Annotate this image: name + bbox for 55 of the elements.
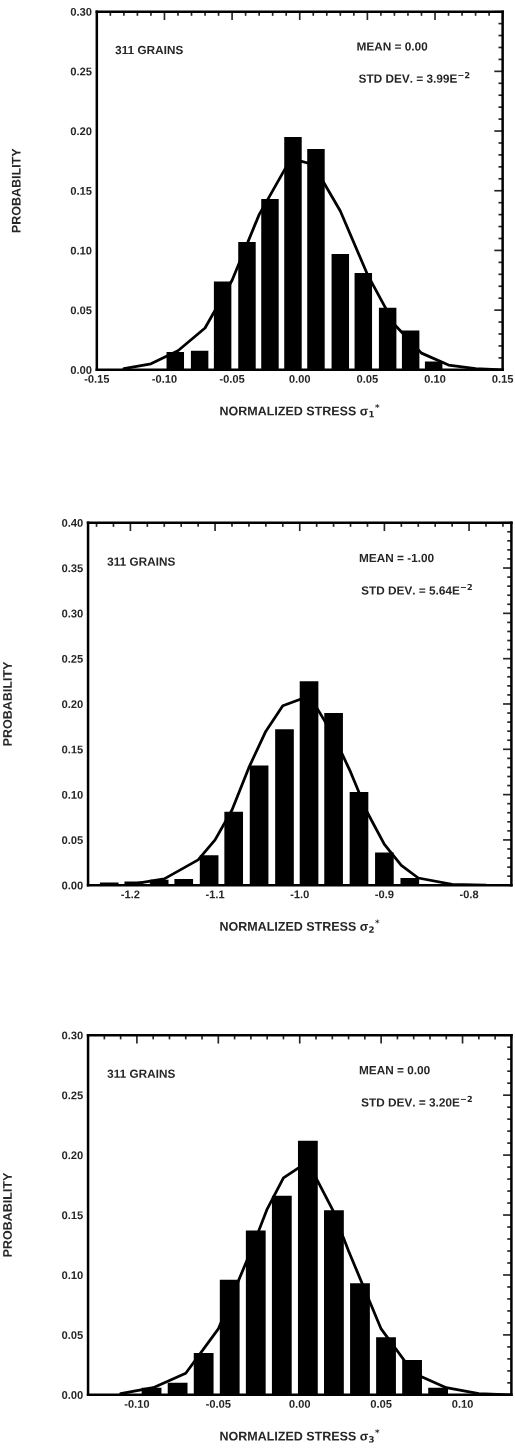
annotation: STD DEV. = 5.64E$^{−2}$: [361, 583, 472, 595]
y-tick-label: 0.00: [70, 366, 92, 374]
y-tick-label: 0.15: [70, 187, 92, 195]
y-axis-title: PROBABILITY: [3, 661, 12, 746]
x-tick-label: -0.10: [124, 1400, 150, 1408]
x-tick-label: 0.05: [356, 374, 378, 383]
x-axis-title: NORMALIZED STRESS σ$_{1}$$^{*}$: [220, 404, 380, 418]
x-tick-label: 0.15: [492, 374, 514, 383]
y-tick-label: 0.05: [62, 836, 83, 845]
y-tick-label: 0.05: [70, 306, 92, 315]
y-tick-label: 0.25: [70, 67, 92, 76]
x-tick-label: 0.10: [424, 374, 446, 383]
y-tick-label: 0.00: [62, 881, 83, 890]
y-tick-label: 0.20: [70, 127, 92, 136]
y-tick-label: 0.05: [62, 1331, 83, 1340]
x-axis-title: NORMALIZED STRESS σ$_{2}$$^{*}$: [220, 919, 380, 933]
y-tick-label: 0.30: [62, 1031, 83, 1040]
y-tick-label: 0.20: [62, 1151, 83, 1160]
y-tick-label: 0.25: [62, 654, 83, 663]
y-tick-label: 0.20: [62, 700, 83, 709]
x-tick-label: -1.0: [290, 890, 309, 899]
y-tick-label: 0.15: [62, 1211, 83, 1220]
y-tick-label: 0.30: [70, 7, 92, 16]
annotation: 311 GRAINS: [107, 557, 175, 566]
y-tick-label: 0.10: [62, 1271, 83, 1280]
x-tick-label: 0.10: [452, 1400, 473, 1408]
y-axis-title: PROBABILITY: [3, 1172, 12, 1257]
y-tick-label: 0.10: [62, 790, 83, 799]
x-tick-label: 0.00: [289, 1400, 311, 1408]
x-tick-label: -0.9: [375, 890, 394, 899]
x-tick-label: -1.1: [205, 890, 225, 899]
annotation: 311 GRAINS: [115, 45, 183, 55]
x-tick-label: -0.15: [84, 374, 110, 383]
x-tick-label: -0.05: [206, 1400, 231, 1408]
annotation: MEAN = 0.00: [359, 1065, 430, 1075]
annotation: 311 GRAINS: [107, 1069, 175, 1078]
y-axis-title: PROBABILITY: [11, 148, 21, 233]
x-tick-label: -1.2: [121, 890, 140, 899]
x-tick-label: 0.05: [370, 1400, 392, 1408]
y-tick-label: 0.25: [62, 1091, 83, 1100]
annotation: STD DEV. = 3.20E$^{−2}$: [361, 1095, 472, 1107]
annotation: STD DEV. = 3.99E$^{−2}$: [358, 72, 470, 83]
y-tick-label: 0.15: [62, 745, 83, 754]
x-tick-label: -0.05: [219, 374, 245, 383]
y-tick-label: 0.30: [62, 609, 83, 618]
annotation: MEAN = -1.00: [359, 553, 434, 563]
y-tick-label: 0.10: [70, 246, 92, 255]
annotation: MEAN = 0.00: [357, 42, 428, 51]
x-tick-label: 0.00: [289, 374, 311, 383]
y-tick-label: 0.35: [62, 564, 83, 573]
y-tick-label: 0.00: [62, 1391, 83, 1399]
x-axis-title: NORMALIZED STRESS σ$_{3}$$^{*}$: [220, 1429, 380, 1443]
x-tick-label: -0.8: [459, 890, 479, 899]
y-tick-label: 0.40: [62, 518, 83, 527]
x-tick-label: -0.10: [152, 374, 177, 383]
